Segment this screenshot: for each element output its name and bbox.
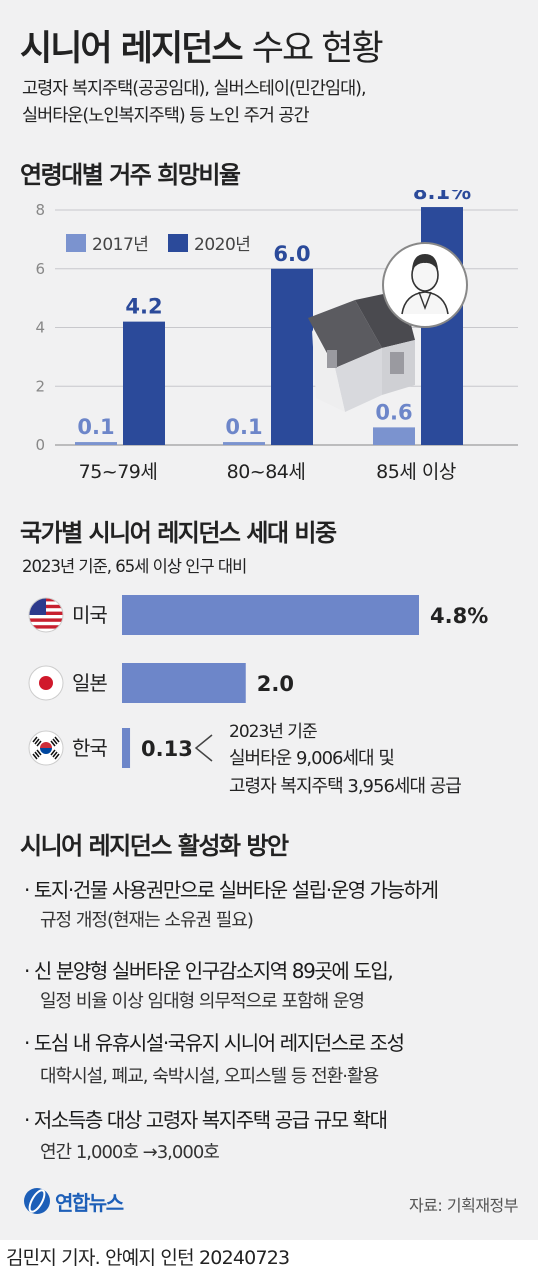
- note-line-1: 2023년 기준: [229, 722, 318, 742]
- y-tick-label: 2: [35, 377, 45, 395]
- source-note: 자료: 기획재정부: [408, 1196, 519, 1215]
- bar-2017년-80~84세: [223, 442, 265, 445]
- data-label: 4.2: [125, 295, 162, 319]
- section2-subtitle: 2023년 기준, 65세 이상 인구 대비: [22, 557, 247, 576]
- legend-swatch-2020: [168, 234, 188, 252]
- x-tick-label: 75~79세: [79, 461, 158, 483]
- logo-text: 연합뉴스: [55, 1190, 124, 1215]
- title-main: 시니어 레지던스: [20, 29, 244, 69]
- bar-2020년-75~79세: [123, 321, 165, 445]
- bullet-3-sub: 대학시설, 폐교, 숙박시설, 오피스텔 등 전환·활용: [40, 1066, 379, 1087]
- bullet-4-sub: 연간 1,000호 →3,000호: [40, 1142, 220, 1163]
- bullet-1-sub: 규정 개정(현재는 소유권 필요): [40, 910, 254, 931]
- korea-note: 2023년 기준 실버타운 9,006세대 및 고령자 복지주택 3,956세대…: [229, 717, 462, 798]
- note-line-2: 실버타운 9,006세대 및: [229, 748, 395, 769]
- country-label: 한국: [72, 736, 107, 760]
- legend-label-2020: 2020년: [194, 235, 250, 255]
- korea-flag-icon: [28, 730, 64, 766]
- age-bar-chart: 0 2 4 6 8 0.1 4.2 75~79세 0.1 6.0 80~84세 0.6 8.1% 85세…: [35, 190, 518, 483]
- legend-swatch-2017: [66, 234, 86, 252]
- y-tick-label: 8: [35, 201, 45, 219]
- bullet-3-text: 도심 내 유휴시설·국유지 시니어 레지던스로 조성: [33, 1031, 405, 1055]
- description-line-1: 고령자 복지주택(공공임대), 실버스테이(민간임대),: [22, 79, 367, 99]
- yonhap-logo: 연합뉴스: [22, 1186, 124, 1216]
- bullet-3: · 도심 내 유휴시설·국유지 시니어 레지던스로 조성: [24, 1031, 405, 1055]
- country-bar-한국: [122, 728, 131, 768]
- us-flag-icon: [28, 597, 64, 633]
- person-avatar-icon: [382, 242, 468, 328]
- bar-2017년-85세 이상: [373, 427, 415, 445]
- bullet-2-text: 신 분양형 실버타운 인구감소지역 89곳에 도입,: [33, 959, 394, 983]
- country-bar-미국: [122, 595, 419, 635]
- data-label: 6.0: [273, 242, 310, 266]
- x-tick-label: 85세 이상: [376, 461, 456, 483]
- bullet-4-text: 저소득층 대상 고령자 복지주택 공급 규모 확대: [33, 1108, 388, 1132]
- bullet-1: · 토지·건물 사용권만으로 실버타운 설립·운영 가능하게: [24, 878, 439, 902]
- country-value: 2.0: [257, 672, 294, 696]
- note-bracket: [194, 734, 213, 762]
- country-value: 0.13: [141, 737, 193, 761]
- y-tick-label: 0: [35, 436, 45, 454]
- section1-title: 연령대별 거주 희망비율: [20, 161, 241, 189]
- bar-2020년-80~84세: [271, 268, 313, 445]
- japan-flag-icon: [28, 665, 64, 701]
- data-label: 0.1: [225, 415, 262, 439]
- x-tick-label: 80~84세: [227, 461, 306, 483]
- y-tick-label: 6: [35, 260, 45, 278]
- country-bar-일본: [122, 663, 246, 703]
- data-label: 8.1%: [413, 190, 471, 204]
- bar-2017년-75~79세: [75, 442, 117, 445]
- section2-title: 국가별 시니어 레지던스 세대 비중: [20, 519, 337, 547]
- section3-title: 시니어 레지던스 활성화 방안: [20, 832, 289, 860]
- bullet-2: · 신 분양형 실버타운 인구감소지역 89곳에 도입,: [24, 959, 394, 983]
- bullet-2-sub: 일정 비율 이상 임대형 의무적으로 포함해 운영: [40, 991, 365, 1012]
- y-tick-label: 4: [35, 319, 45, 337]
- country-value: 4.8%: [430, 604, 488, 628]
- bullet-1-text: 토지·건물 사용권만으로 실버타운 설립·운영 가능하게: [33, 878, 439, 902]
- legend-label-2017: 2017년: [92, 235, 148, 255]
- bullet-4: · 저소득층 대상 고령자 복지주택 공급 규모 확대: [24, 1108, 388, 1132]
- note-line-3: 고령자 복지주택 3,956세대 공급: [229, 776, 462, 797]
- page-title: 시니어 레지던스 수요 현황: [20, 20, 384, 71]
- credit-line: 김민지 기자. 안예지 인턴 20240723: [6, 1247, 290, 1269]
- description-line-2: 실버타운(노인복지주택) 등 노인 주거 공간: [22, 106, 310, 126]
- country-bar-chart: 미국 4.8% 일본 2.0 한국 0.13: [28, 595, 488, 768]
- title-sub: 수요 현황: [251, 29, 384, 69]
- logo-icon: [24, 1188, 50, 1214]
- data-label: 0.6: [375, 400, 412, 424]
- country-label: 일본: [72, 671, 107, 695]
- data-label: 0.1: [77, 415, 114, 439]
- country-label: 미국: [72, 603, 107, 627]
